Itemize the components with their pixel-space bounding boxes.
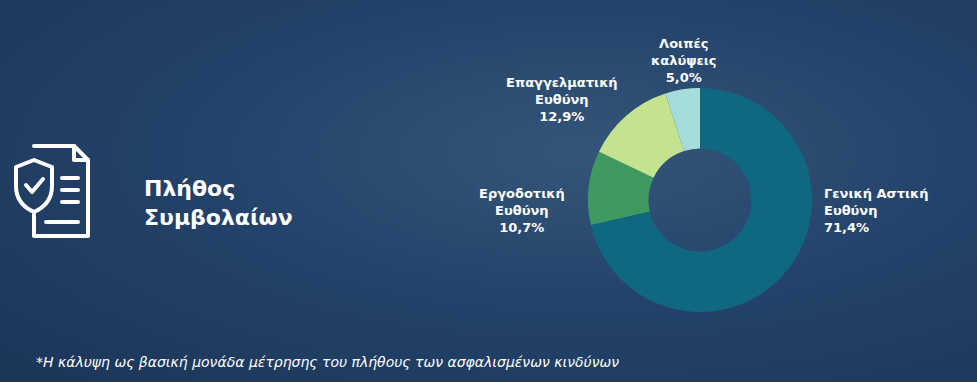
svg-text:Λοιπέςκαλύψεις5,0%: Λοιπέςκαλύψεις5,0% [651, 36, 717, 85]
svg-text:ΕργοδοτικήΕυθύνη10,7%: ΕργοδοτικήΕυθύνη10,7% [479, 186, 565, 235]
svg-text:Γενική ΑστικήΕυθύνη71,4%: Γενική ΑστικήΕυθύνη71,4% [824, 186, 929, 235]
svg-text:*Η κάλυψη ως βασική μονάδα μέτ: *Η κάλυψη ως βασική μονάδα μέτρησης του … [36, 354, 619, 370]
svg-text:ΕπαγγελματικήΕυθύνη12,9%: ΕπαγγελματικήΕυθύνη12,9% [506, 75, 618, 124]
svg-text:ΠλήθοςΣυμβολαίων: ΠλήθοςΣυμβολαίων [144, 176, 293, 230]
